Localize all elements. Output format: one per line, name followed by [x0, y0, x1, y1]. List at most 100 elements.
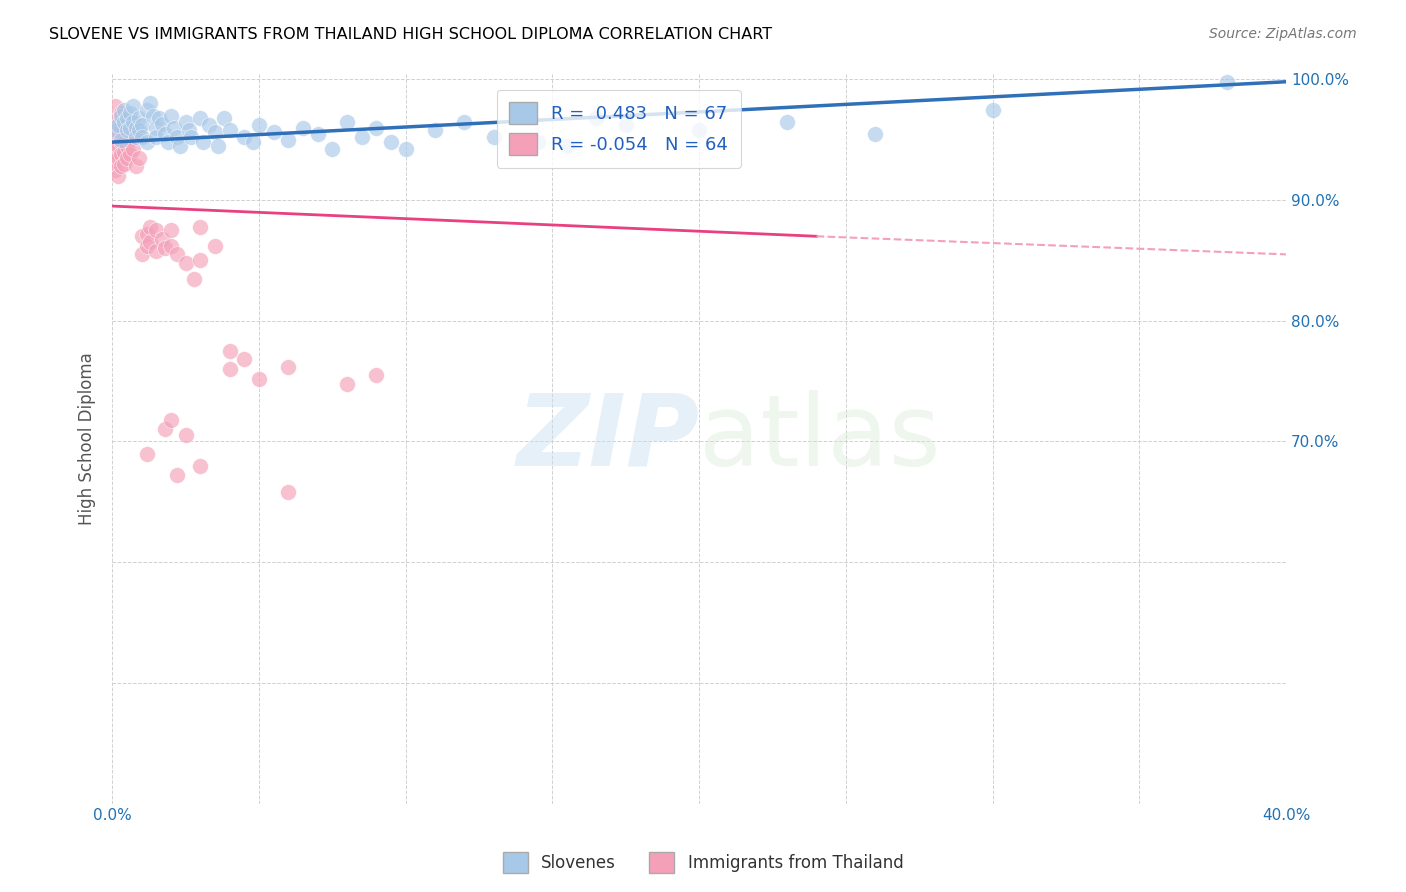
- Point: [104, 145, 127, 159]
- Point: [180, 130, 202, 145]
- Point: [247, 372, 270, 386]
- Point: [104, 123, 127, 137]
- Point: [148, 111, 170, 125]
- Point: [863, 127, 886, 141]
- Point: [104, 162, 127, 177]
- Point: [233, 130, 256, 145]
- Point: [115, 151, 138, 165]
- Point: [166, 247, 188, 261]
- Point: [153, 422, 176, 436]
- Point: [107, 127, 129, 141]
- Point: [112, 145, 135, 159]
- Point: [118, 133, 141, 147]
- Point: [423, 123, 446, 137]
- Point: [277, 133, 299, 147]
- Point: [115, 120, 138, 135]
- Point: [204, 125, 226, 139]
- Point: [104, 120, 127, 135]
- Point: [142, 109, 165, 123]
- Point: [336, 376, 359, 391]
- Point: [233, 352, 256, 367]
- Point: [112, 133, 135, 147]
- Point: [112, 103, 135, 117]
- Point: [104, 99, 127, 113]
- Point: [153, 241, 176, 255]
- Point: [115, 111, 138, 125]
- Point: [115, 123, 138, 137]
- Point: [115, 138, 138, 153]
- Point: [1216, 75, 1239, 89]
- Point: [193, 135, 215, 149]
- Text: atlas: atlas: [699, 390, 941, 487]
- Point: [153, 127, 176, 141]
- Point: [110, 106, 132, 120]
- Point: [366, 368, 388, 383]
- Point: [136, 239, 159, 253]
- Point: [125, 120, 148, 135]
- Point: [174, 114, 197, 128]
- Point: [183, 271, 205, 285]
- Point: [163, 120, 186, 135]
- Point: [555, 138, 578, 153]
- Point: [121, 127, 143, 141]
- Point: [174, 428, 197, 442]
- Point: [291, 120, 314, 135]
- Point: [177, 123, 200, 137]
- Point: [118, 120, 141, 135]
- Point: [145, 244, 167, 258]
- Point: [121, 99, 143, 113]
- Point: [110, 159, 132, 173]
- Point: [110, 109, 132, 123]
- Point: [104, 154, 127, 169]
- Point: [166, 468, 188, 483]
- Point: [526, 135, 548, 149]
- Point: [380, 135, 402, 149]
- Point: [110, 147, 132, 161]
- Point: [131, 118, 153, 132]
- Point: [366, 120, 388, 135]
- Point: [188, 458, 211, 473]
- Point: [160, 413, 183, 427]
- Point: [156, 135, 179, 149]
- Point: [107, 111, 129, 125]
- Point: [128, 151, 150, 165]
- Point: [112, 157, 135, 171]
- Point: [139, 219, 162, 234]
- Point: [166, 130, 188, 145]
- Point: [277, 359, 299, 374]
- Point: [981, 103, 1004, 117]
- Point: [263, 125, 285, 139]
- Point: [776, 114, 799, 128]
- Point: [107, 151, 129, 165]
- Point: [112, 114, 135, 128]
- Point: [212, 111, 235, 125]
- Point: [242, 135, 264, 149]
- Point: [136, 227, 159, 241]
- Point: [350, 130, 373, 145]
- Point: [107, 118, 129, 132]
- Point: [112, 114, 135, 128]
- Point: [139, 96, 162, 111]
- Point: [128, 111, 150, 125]
- Point: [145, 130, 167, 145]
- Text: Source: ZipAtlas.com: Source: ZipAtlas.com: [1209, 27, 1357, 41]
- Point: [218, 362, 240, 376]
- Point: [188, 253, 211, 268]
- Point: [107, 169, 129, 183]
- Point: [453, 114, 475, 128]
- Point: [395, 142, 418, 156]
- Point: [125, 159, 148, 173]
- Point: [145, 223, 167, 237]
- Point: [118, 111, 141, 125]
- Point: [188, 111, 211, 125]
- Point: [128, 123, 150, 137]
- Point: [118, 147, 141, 161]
- Point: [125, 130, 148, 145]
- Point: [174, 256, 197, 270]
- Point: [139, 235, 162, 250]
- Legend: R =  0.483   N = 67, R = -0.054   N = 64: R = 0.483 N = 67, R = -0.054 N = 64: [496, 89, 741, 168]
- Y-axis label: High School Diploma: High School Diploma: [79, 352, 96, 524]
- Point: [110, 123, 132, 137]
- Point: [121, 142, 143, 156]
- Point: [121, 114, 143, 128]
